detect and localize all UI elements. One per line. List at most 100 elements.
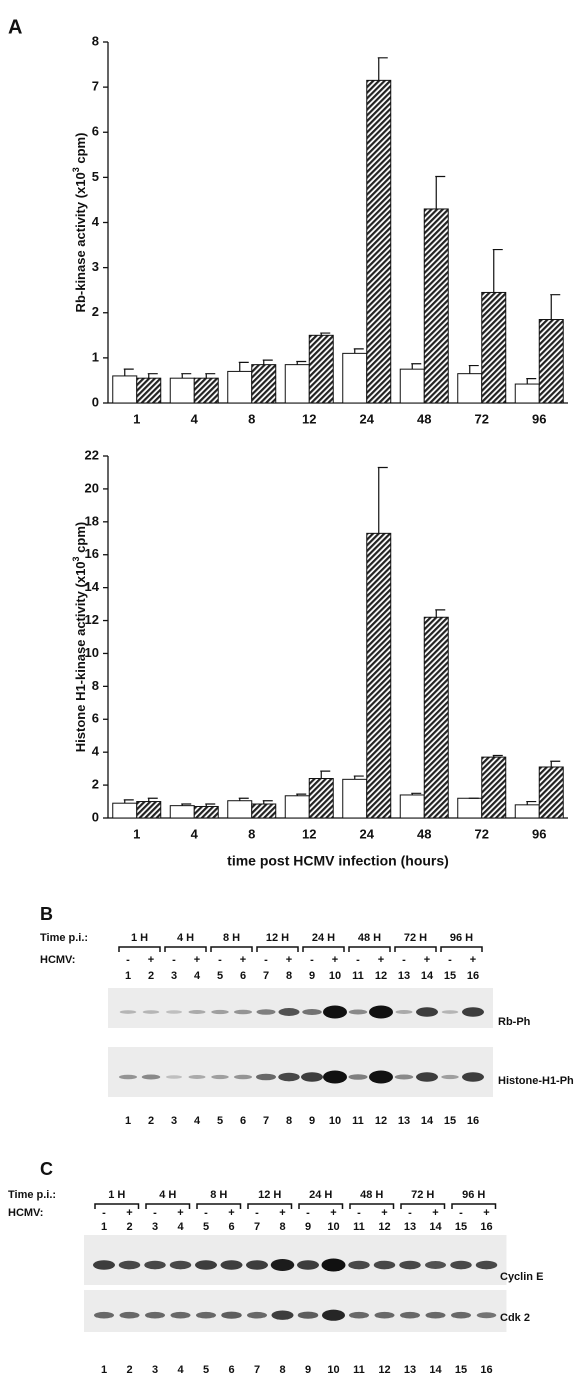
band — [271, 1310, 294, 1320]
band — [425, 1261, 446, 1269]
y-axis-label-end: cpm) — [73, 522, 88, 557]
band — [270, 1258, 295, 1272]
bracket — [400, 1203, 446, 1209]
lane-number: 3 — [152, 1221, 158, 1233]
error-bar — [377, 466, 388, 534]
bar — [514, 383, 540, 404]
time-label: Time p.i.: — [40, 932, 88, 944]
sign: - — [402, 954, 406, 966]
error-bar — [526, 378, 537, 385]
band-label: Cyclin E — [500, 1271, 543, 1283]
band — [348, 1009, 368, 1015]
lane-number: 2 — [126, 1364, 132, 1376]
lane-number: 16 — [467, 970, 479, 982]
error-bar — [320, 332, 331, 336]
lane-number: 5 — [217, 970, 223, 982]
y-tick-label: 8 — [92, 678, 99, 693]
lane-number: 15 — [444, 1115, 456, 1127]
sign: - — [356, 954, 360, 966]
hcmv-label: HCMV: — [40, 954, 75, 966]
sign: - — [408, 1207, 412, 1219]
sign: + — [148, 954, 154, 966]
bar — [399, 368, 425, 404]
band — [450, 1260, 472, 1270]
lane-number: 10 — [329, 1115, 341, 1127]
y-tick-label: 12 — [85, 612, 99, 627]
bar — [457, 373, 483, 404]
y-axis-label-text: Histone H1-kinase activity (x10 — [73, 561, 88, 752]
lane-number: 13 — [398, 1115, 410, 1127]
error-bar — [411, 792, 422, 795]
band — [374, 1311, 395, 1319]
lane-number: 2 — [126, 1221, 132, 1233]
lane-number: 7 — [254, 1221, 260, 1233]
time-label: Time p.i.: — [8, 1189, 56, 1201]
band — [278, 1072, 300, 1082]
bar — [342, 352, 368, 404]
x-tick-label: 4 — [191, 826, 199, 841]
band — [369, 1070, 393, 1084]
lane-number: 11 — [353, 1364, 365, 1376]
lane-number: 8 — [286, 1115, 292, 1127]
lane-number: 4 — [177, 1364, 184, 1376]
band — [141, 1074, 161, 1080]
bar — [342, 778, 368, 819]
band — [119, 1311, 140, 1319]
band — [119, 1010, 137, 1014]
y-tick-label: 4 — [92, 214, 100, 229]
error-bar — [492, 248, 503, 293]
y-tick-label: 2 — [92, 777, 99, 792]
band — [195, 1260, 217, 1270]
bar — [169, 805, 195, 819]
time-point: 12 H — [258, 1189, 281, 1201]
time-point: 4 H — [177, 932, 194, 944]
lane-number: 12 — [375, 1115, 387, 1127]
band — [196, 1311, 216, 1319]
band — [348, 1260, 370, 1270]
bracket — [440, 946, 483, 952]
sign: + — [286, 954, 292, 966]
y-axis-label-sup: 3 — [71, 167, 81, 172]
lane-number: 8 — [279, 1221, 285, 1233]
y-tick-label: 22 — [85, 447, 99, 462]
y-axis-label-sup: 3 — [71, 556, 81, 561]
band — [246, 1260, 268, 1270]
x-tick-label: 48 — [417, 411, 431, 426]
x-tick-label: 8 — [248, 826, 255, 841]
time-point: 96 H — [450, 932, 473, 944]
lane-number: 14 — [429, 1221, 442, 1233]
bracket — [94, 1203, 140, 1209]
band — [425, 1311, 446, 1319]
band — [297, 1311, 319, 1319]
lane-number: 5 — [203, 1221, 209, 1233]
error-bar — [353, 775, 364, 780]
lane-number: 10 — [327, 1221, 339, 1233]
y-tick-label: 20 — [85, 480, 99, 495]
band — [256, 1073, 276, 1081]
bracket — [196, 1203, 242, 1209]
band — [349, 1311, 369, 1319]
bracket — [394, 946, 437, 952]
x-tick-label: 72 — [475, 411, 489, 426]
sign: - — [218, 954, 222, 966]
error-bar — [262, 359, 273, 365]
lane-number: 2 — [148, 970, 154, 982]
band — [188, 1010, 206, 1014]
bar — [112, 802, 138, 819]
lane-number: 14 — [421, 1115, 434, 1127]
bar — [169, 377, 195, 404]
lane-number: 3 — [152, 1364, 158, 1376]
y-tick-label: 4 — [92, 744, 100, 759]
sign: - — [310, 954, 314, 966]
sign: - — [448, 954, 452, 966]
y-tick-label: 5 — [92, 169, 99, 184]
error-bar — [296, 360, 307, 365]
bracket — [210, 946, 253, 952]
band — [321, 1258, 346, 1272]
bar — [308, 334, 334, 404]
band-label: Cdk 2 — [500, 1312, 530, 1324]
sign: + — [424, 954, 430, 966]
error-bar — [205, 803, 216, 807]
sign: - — [255, 1207, 259, 1219]
